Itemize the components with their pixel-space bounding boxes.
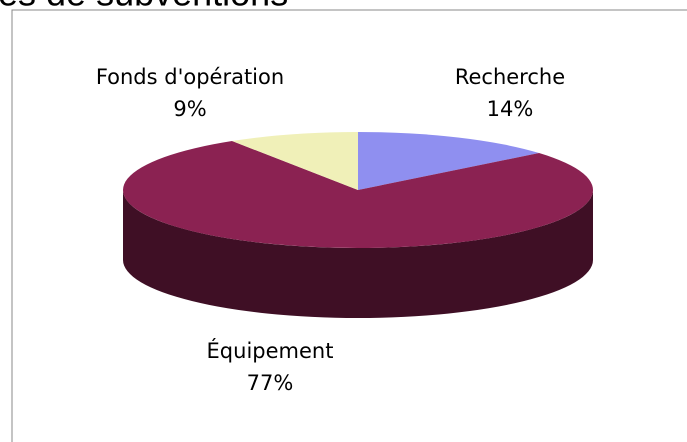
slice-label: Fonds d'opération — [96, 65, 284, 89]
chart-title: es de subventions — [0, 0, 288, 14]
slice — [232, 132, 358, 190]
slice-value-label: 77% — [247, 371, 294, 395]
slice-side — [123, 190, 593, 318]
slice-value-label: 14% — [487, 97, 534, 121]
slice-value-label: 9% — [173, 97, 206, 121]
slice — [358, 132, 540, 190]
slice — [122, 141, 593, 248]
slice-label: Recherche — [455, 65, 565, 89]
slice-label: Équipement — [207, 338, 334, 363]
